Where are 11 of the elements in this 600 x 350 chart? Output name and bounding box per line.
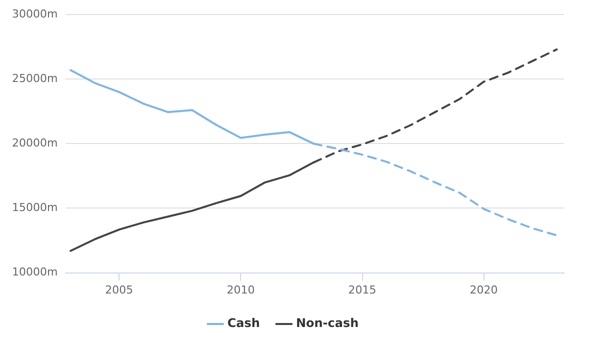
y-tick-label: 10000m	[12, 266, 58, 279]
y-tick-label: 25000m	[12, 72, 58, 86]
y-tick-label: 15000m	[12, 201, 58, 214]
x-tick-label: 2010	[226, 283, 255, 296]
x-tick-label: 2015	[348, 283, 376, 296]
legend-label: Non-cash	[296, 316, 359, 330]
y-tick-label: 20000m	[12, 136, 58, 150]
x-tick-label: 2005	[105, 283, 134, 296]
x-tick-label: 2020	[470, 283, 498, 296]
legend-label: Cash	[227, 316, 260, 330]
y-tick-label: 30000m	[12, 7, 58, 20]
